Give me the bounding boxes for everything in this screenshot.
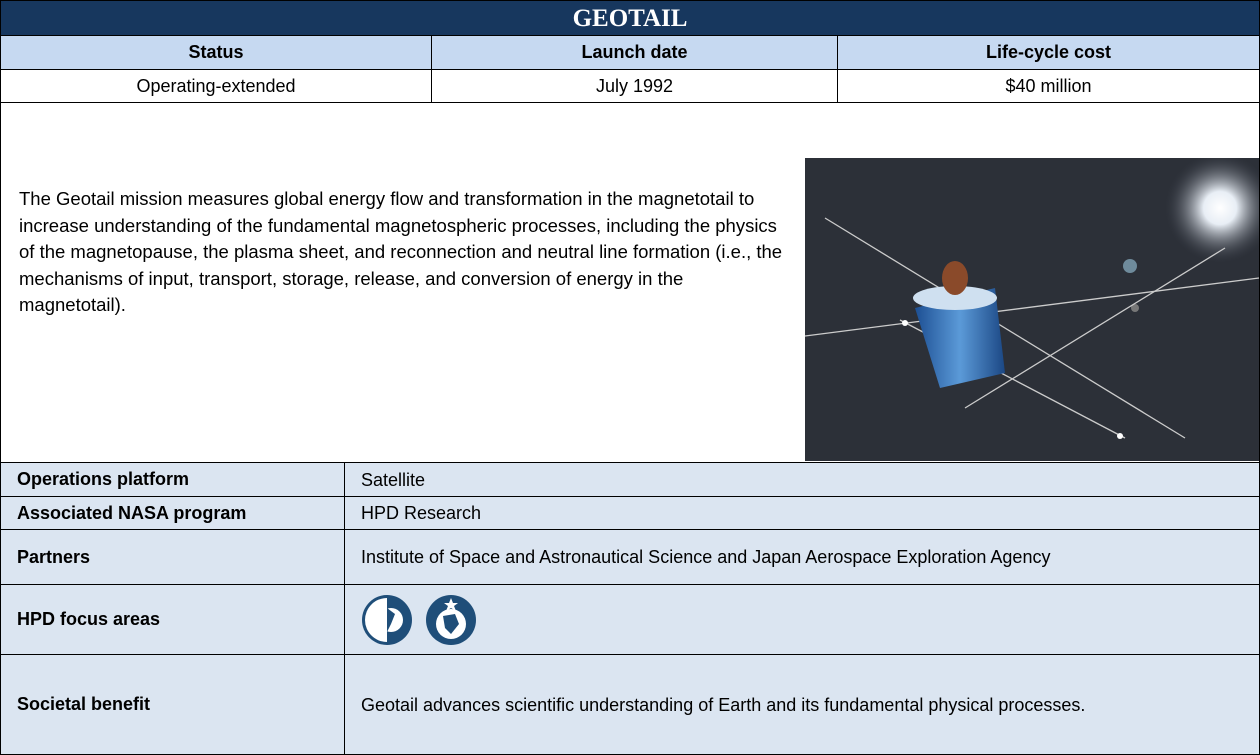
detail-row: Societal benefit Geotail advances scient…: [0, 655, 1260, 755]
title: GEOTAIL: [0, 0, 1260, 36]
spacecraft-image: [805, 158, 1259, 461]
cell: Operating-extended: [0, 70, 432, 103]
column-header: Launch date: [432, 36, 838, 70]
detail-row: Associated NASA program HPD Research: [0, 497, 1260, 530]
description: The Geotail mission measures global ener…: [19, 188, 783, 315]
focus-icons: [345, 585, 1260, 655]
detail-value: HPD Research: [345, 497, 1260, 530]
detail-row: Partners Institute of Space and Astronau…: [0, 530, 1260, 585]
column-header: Life-cycle cost: [838, 36, 1260, 70]
description-section: The Geotail mission measures global ener…: [0, 103, 1260, 463]
detail-value: Geotail advances scientific understandin…: [345, 655, 1260, 755]
focus-area-icons: [362, 594, 476, 645]
detail-value: Satellite: [345, 463, 1260, 497]
detail-label: Partners: [0, 530, 345, 585]
summary-header: Status Launch date Life-cycle cost: [0, 36, 1260, 70]
detail-label: Societal benefit: [0, 655, 345, 755]
detail-label: Operations platform: [0, 463, 345, 497]
detail-row: HPD focus areas: [0, 585, 1260, 655]
summary-values: Operating-extended July 1992 $40 million: [0, 70, 1260, 103]
detail-value: Institute of Space and Astronautical Sci…: [345, 530, 1260, 585]
cell: July 1992: [432, 70, 838, 103]
detail-label: Associated NASA program: [0, 497, 345, 530]
detail-label: HPD focus areas: [0, 585, 345, 655]
cell: $40 million: [838, 70, 1260, 103]
column-header: Status: [0, 36, 432, 70]
detail-row: Operations platform Satellite: [0, 463, 1260, 497]
